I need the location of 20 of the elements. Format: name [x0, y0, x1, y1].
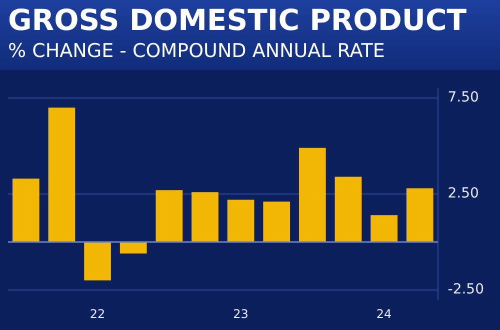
- chart-title: GROSS DOMESTIC PRODUCT: [8, 2, 468, 38]
- bar: [12, 178, 40, 242]
- x-tick-label: 23: [233, 306, 248, 321]
- bar: [227, 200, 254, 242]
- bar: [120, 242, 147, 254]
- bar: [48, 108, 76, 242]
- y-tick-label: 7.50: [448, 90, 479, 106]
- bar: [298, 148, 326, 242]
- bar: [192, 192, 218, 242]
- bar: [334, 176, 362, 242]
- y-tick-label: 2.50: [448, 186, 479, 202]
- x-tick-label: 24: [376, 306, 392, 321]
- y-tick-label: -2.50: [448, 282, 484, 298]
- bar: [84, 242, 111, 280]
- bar: [263, 202, 290, 242]
- bar: [370, 215, 398, 242]
- bar: [156, 190, 183, 242]
- x-tick-label: 22: [90, 306, 106, 321]
- bar: [406, 188, 434, 242]
- chart-subtitle: % CHANGE - COMPOUND ANNUAL RATE: [8, 39, 386, 64]
